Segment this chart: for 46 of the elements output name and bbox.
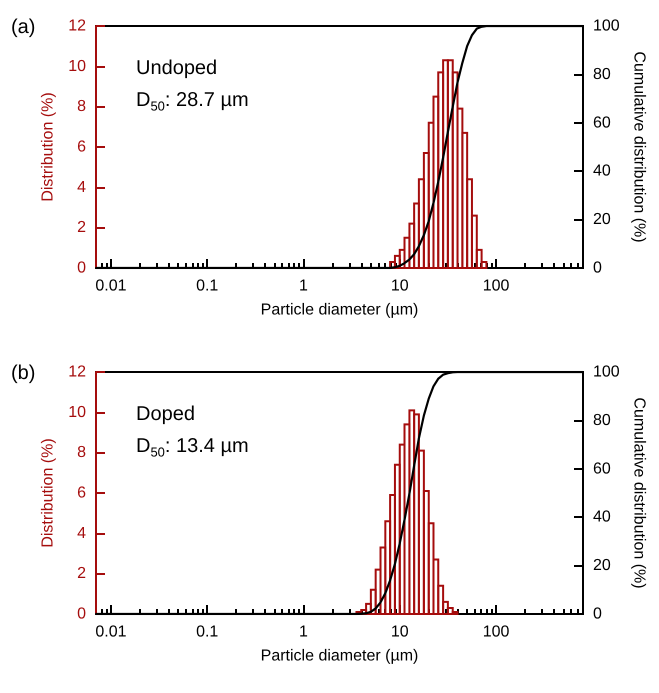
y2-tick-label: 0 xyxy=(593,260,602,276)
y-tick-label: 8 xyxy=(77,444,86,462)
chart-title: (a) xyxy=(11,16,36,38)
x-tick-label: 10 xyxy=(390,624,409,640)
y-axis-title: Distribution (%) xyxy=(40,438,56,548)
x-tick-label: 0.01 xyxy=(95,278,127,294)
x-tick-label: 0.1 xyxy=(196,624,218,640)
x-tick-label: 10 xyxy=(390,278,409,294)
y2-tick-label: 40 xyxy=(593,508,611,526)
y-tick-label: 4 xyxy=(77,178,86,196)
y2-tick-label: 20 xyxy=(593,211,611,228)
x-tick-label: 0.01 xyxy=(95,624,127,640)
y2-axis-title: Cumulative distribution (%) xyxy=(630,397,648,589)
x-tick-label: 100 xyxy=(482,278,510,294)
x-tick-label: 1 xyxy=(299,278,308,294)
y2-tick-label: 80 xyxy=(593,66,611,83)
y-tick-label: 12 xyxy=(68,18,86,34)
x-axis-title: Particle diameter (µm) xyxy=(260,302,418,318)
y-tick-label: 12 xyxy=(68,364,86,380)
y2-tick-label: 60 xyxy=(593,460,611,478)
y2-tick-label: 80 xyxy=(593,412,611,429)
y2-tick-label: 60 xyxy=(593,114,611,132)
y2-axis-title: Cumulative distribution (%) xyxy=(630,51,648,243)
y-tick-label: 6 xyxy=(77,138,86,156)
y-tick-label: 8 xyxy=(77,98,86,116)
y-tick-label: 10 xyxy=(68,404,86,421)
y-tick-label: 2 xyxy=(77,219,86,236)
x-tick-label: 0.1 xyxy=(196,278,218,294)
y-tick-label: 6 xyxy=(77,484,86,502)
y-tick-label: 0 xyxy=(77,606,86,622)
chart-title: (b) xyxy=(11,362,36,384)
annotation: Undoped xyxy=(136,57,218,79)
x-axis-title: Particle diameter (µm) xyxy=(260,648,418,664)
y-tick-label: 4 xyxy=(77,524,86,542)
y-tick-label: 2 xyxy=(77,565,86,582)
y-tick-label: 10 xyxy=(68,58,86,75)
y-tick-label: 0 xyxy=(77,260,86,276)
y-axis-title: Distribution (%) xyxy=(40,92,56,202)
x-tick-label: 1 xyxy=(299,624,308,640)
x-tick-label: 100 xyxy=(482,624,510,640)
y2-tick-label: 40 xyxy=(593,162,611,180)
y2-tick-label: 100 xyxy=(593,364,620,380)
y2-tick-label: 20 xyxy=(593,557,611,574)
annotation: Doped xyxy=(136,403,195,425)
y2-tick-label: 100 xyxy=(593,18,620,34)
y2-tick-label: 0 xyxy=(593,606,602,622)
